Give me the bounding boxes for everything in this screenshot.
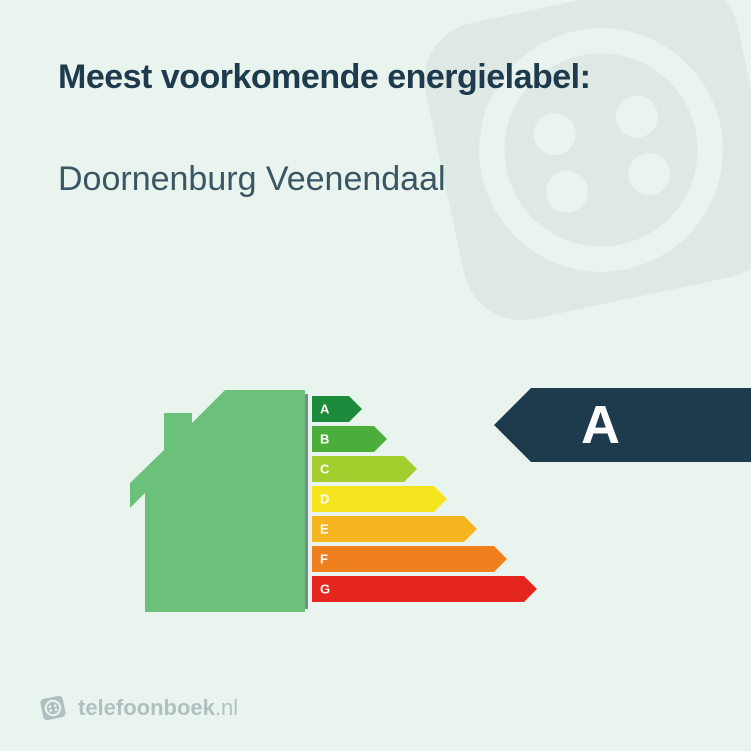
- bar-label: D: [320, 492, 329, 507]
- rating-badge: A: [531, 388, 751, 462]
- bar-label: E: [320, 522, 329, 537]
- energy-bar-a: A: [312, 396, 524, 422]
- footer-brand-bold: telefoonboek: [78, 695, 215, 720]
- bar-label: F: [320, 552, 328, 567]
- energy-bars: ABCDEFG: [312, 396, 524, 606]
- house-icon: [130, 390, 305, 612]
- location-name: Doornenburg Veenendaal: [58, 160, 446, 199]
- bar-label: C: [320, 462, 329, 477]
- rating-letter: A: [581, 394, 620, 456]
- energy-bar-b: B: [312, 426, 524, 452]
- energy-bar-f: F: [312, 546, 524, 572]
- bar-label: B: [320, 432, 329, 447]
- bar-label: A: [320, 402, 329, 417]
- footer-text: telefoonboek.nl: [78, 695, 238, 721]
- footer-brand: telefoonboek.nl: [38, 693, 238, 723]
- page-title: Meest voorkomende energielabel:: [58, 58, 590, 97]
- energy-bar-d: D: [312, 486, 524, 512]
- energy-bar-c: C: [312, 456, 524, 482]
- energy-bar-e: E: [312, 516, 524, 542]
- phonebook-icon: [35, 690, 71, 726]
- footer-brand-light: .nl: [215, 695, 238, 720]
- chart-divider: [305, 394, 308, 609]
- energy-bar-g: G: [312, 576, 524, 602]
- bar-label: G: [320, 582, 330, 597]
